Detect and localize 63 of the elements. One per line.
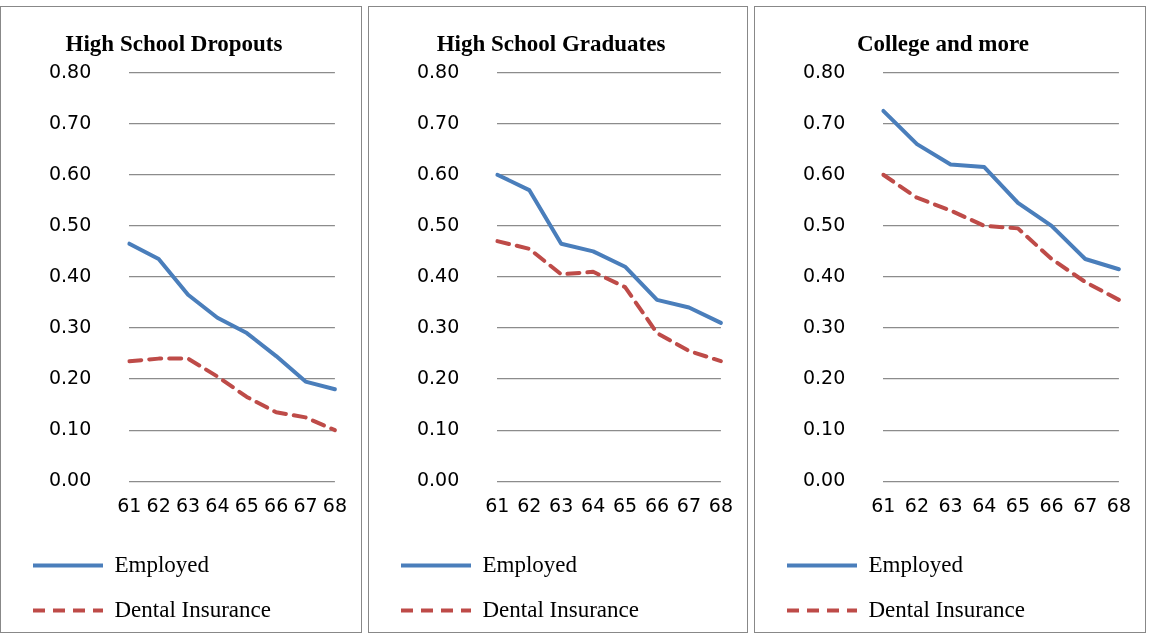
x-tick-label: 63 xyxy=(549,493,574,516)
y-tick-label: 0.50 xyxy=(416,212,460,235)
x-tick-label: 63 xyxy=(175,493,201,516)
y-tick-label: 0.60 xyxy=(802,161,846,184)
line-series xyxy=(495,239,723,364)
legend-label: Dental Insurance xyxy=(114,596,271,622)
y-tick-label: 0.10 xyxy=(416,417,460,440)
chart-title: High School Graduates xyxy=(436,30,666,56)
x-tick-label: 66 xyxy=(1039,493,1064,516)
x-tick-label: 67 xyxy=(1073,493,1098,516)
chart-title: College and more xyxy=(856,30,1030,56)
x-tick-label: 65 xyxy=(612,493,638,516)
y-tick-label: 0.00 xyxy=(416,468,460,491)
x-tick-label: 66 xyxy=(644,493,670,516)
x-tick-label: 65 xyxy=(234,493,259,516)
x-tick-label: 62 xyxy=(904,493,930,516)
x-tick-label: 67 xyxy=(293,493,318,516)
legend-label: Employed xyxy=(868,551,964,577)
y-tick-label: 0.10 xyxy=(802,417,846,440)
x-tick-label: 64 xyxy=(205,493,230,516)
y-tick-label: 0.70 xyxy=(802,110,846,133)
y-tick-label: 0.40 xyxy=(416,263,460,286)
x-tick-label: 64 xyxy=(581,493,606,516)
x-tick-label: 61 xyxy=(871,493,896,516)
y-tick-label: 0.20 xyxy=(48,365,92,388)
x-tick-label: 68 xyxy=(708,493,734,516)
y-tick-label: 0.60 xyxy=(48,161,92,184)
y-tick-label: 0.30 xyxy=(802,314,846,337)
y-tick-label: 0.60 xyxy=(416,161,460,184)
y-tick-label: 0.70 xyxy=(416,110,460,133)
legend-label: Dental Insurance xyxy=(868,596,1025,622)
x-tick-label: 68 xyxy=(1106,493,1132,516)
y-tick-label: 0.20 xyxy=(416,365,460,388)
legend-label: Employed xyxy=(114,551,210,577)
y-tick-label: 0.40 xyxy=(48,263,92,286)
x-tick-label: 61 xyxy=(117,493,142,516)
x-tick-label: 68 xyxy=(322,493,348,516)
x-tick-label: 64 xyxy=(972,493,997,516)
y-tick-label: 0.70 xyxy=(48,110,92,133)
x-tick-label: 62 xyxy=(517,493,542,516)
y-tick-label: 0.00 xyxy=(802,468,846,491)
y-tick-label: 0.80 xyxy=(48,59,92,82)
legend-label: Dental Insurance xyxy=(482,596,639,622)
chart-title: High School Dropouts xyxy=(65,30,283,56)
x-tick-label: 62 xyxy=(146,493,171,516)
y-tick-label: 0.10 xyxy=(48,417,92,440)
x-tick-label: 63 xyxy=(938,493,963,516)
x-tick-label: 61 xyxy=(485,493,510,516)
y-tick-label: 0.40 xyxy=(802,263,846,286)
legend-label: Employed xyxy=(482,551,578,577)
y-tick-label: 0.80 xyxy=(416,59,460,82)
y-tick-label: 0.30 xyxy=(416,314,460,337)
y-tick-label: 0.80 xyxy=(802,59,846,82)
line-series xyxy=(127,356,337,433)
line-series xyxy=(881,172,1121,302)
x-tick-label: 66 xyxy=(264,493,289,516)
y-tick-label: 0.00 xyxy=(48,468,92,491)
x-tick-label: 65 xyxy=(1005,493,1031,516)
y-tick-label: 0.20 xyxy=(802,365,846,388)
y-tick-label: 0.30 xyxy=(48,314,92,337)
y-tick-label: 0.50 xyxy=(48,212,92,235)
x-tick-label: 67 xyxy=(676,493,702,516)
y-tick-label: 0.50 xyxy=(802,212,846,235)
